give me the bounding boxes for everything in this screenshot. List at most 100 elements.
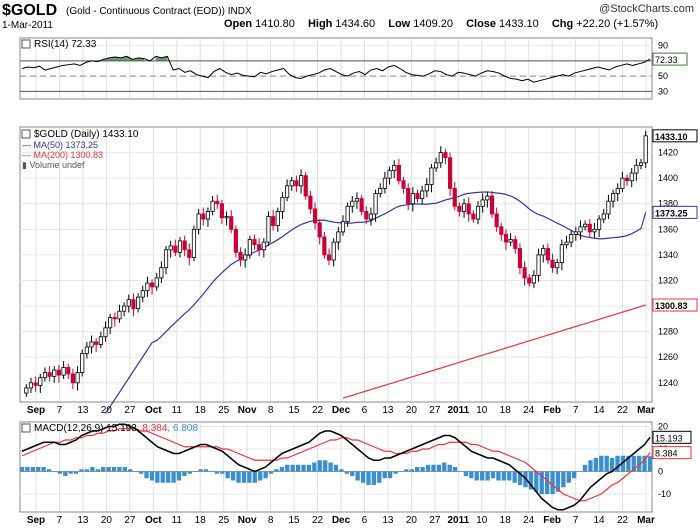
macd-histogram-bar	[46, 469, 52, 472]
price-y-tick-label: 1260	[658, 352, 678, 362]
x-tick-label: 7	[573, 405, 579, 416]
rsi-y-tick-label: 50	[658, 71, 668, 81]
candle-body	[191, 228, 197, 258]
candle-body	[70, 373, 75, 384]
price-y-tick-label: 1240	[658, 378, 678, 388]
candle-body	[545, 248, 550, 261]
macd-histogram-bar	[485, 471, 490, 481]
macd-histogram-bar	[236, 471, 241, 483]
macd-histogram-bar	[501, 471, 506, 481]
candle-body	[606, 200, 611, 215]
x-tick-label: 22	[312, 405, 324, 416]
high-value: 1434.60	[335, 18, 376, 30]
candle-body	[368, 213, 374, 220]
candle-body	[89, 341, 94, 348]
candle-body	[24, 387, 29, 394]
macd-histogram-bar	[52, 471, 57, 472]
price-y-tick-label: 1420	[658, 148, 678, 158]
candle-body	[420, 190, 425, 200]
candle-body	[298, 175, 304, 187]
macd-histogram-bar	[382, 471, 387, 479]
macd-histogram-value: 6.808	[173, 423, 198, 434]
candle-body	[303, 175, 308, 197]
candle-body	[126, 299, 131, 307]
candle-body	[61, 367, 66, 376]
candle-body	[122, 305, 127, 312]
x-tick-label: Mar	[637, 405, 655, 416]
price-close-badge	[652, 129, 698, 143]
x-tick-label: Feb	[543, 515, 561, 526]
x-tick-label: 22	[312, 515, 324, 526]
candle-body	[345, 205, 350, 223]
candle-body	[80, 352, 85, 373]
macd-histogram-bar	[63, 471, 68, 476]
macd-histogram-bar	[290, 464, 295, 472]
candle-body	[340, 221, 346, 233]
macd-histogram-bar	[566, 471, 571, 483]
rsi-panel-frame	[19, 37, 653, 100]
x-tick-label: 7	[57, 515, 63, 526]
x-tick-label: Sep	[27, 405, 45, 416]
low-value: 1409.20	[413, 18, 453, 30]
candle-body	[461, 203, 467, 212]
candle-body	[541, 248, 546, 256]
candle-body	[499, 226, 504, 235]
x-tick-label: 18	[500, 515, 512, 526]
x-tick-label: 22	[617, 515, 629, 526]
macd-histogram-bar	[539, 471, 544, 494]
x-tick-label: 15	[289, 405, 301, 416]
price-label-box	[21, 129, 31, 139]
x-tick-label: Mar	[637, 515, 655, 526]
macd-histogram-bar	[642, 455, 647, 472]
macd-signal-line	[21, 428, 651, 502]
macd-signal-value-badge-text: 8.384	[655, 449, 678, 459]
candle-body	[52, 369, 57, 377]
candle-body	[415, 193, 420, 200]
macd-signal-value: 8.384,	[142, 423, 173, 434]
candle-body	[280, 196, 285, 212]
candle-body	[154, 277, 159, 288]
candle-body	[373, 193, 378, 215]
macd-histogram-bar	[301, 464, 306, 472]
ma200-value-badge	[652, 298, 698, 312]
change-label: Chg	[551, 18, 574, 30]
macd-histogram-bar	[637, 455, 642, 472]
volume-label: ▮ Volume undef	[22, 160, 85, 170]
candle-body	[443, 152, 448, 159]
macd-y-tick-label: 20	[658, 422, 668, 432]
macd-histogram-bar	[631, 455, 636, 472]
x-tick-label: Oct	[145, 515, 162, 526]
candle-body	[466, 203, 471, 215]
macd-histogram-bar	[360, 471, 366, 483]
x-tick-label: 20	[101, 515, 113, 526]
macd-histogram-bar	[442, 462, 447, 472]
macd-histogram-bar	[225, 471, 230, 479]
ma200-label: — MA(200) 1300.83	[22, 150, 103, 160]
ma200-line	[342, 304, 646, 399]
macd-histogram-bar	[593, 458, 599, 472]
macd-histogram-bar	[496, 471, 501, 481]
candle-body	[517, 248, 523, 269]
macd-histogram-bar	[101, 467, 106, 472]
macd-histogram-bar	[209, 471, 214, 472]
candle-body	[410, 193, 415, 205]
macd-histogram-bar	[425, 464, 431, 472]
price-y-tick-label: 1320	[658, 275, 678, 285]
x-tick-label: 15	[289, 515, 301, 526]
candle-body	[424, 184, 429, 192]
rsi-line	[21, 55, 651, 83]
x-tick-label: Oct	[145, 405, 162, 416]
macd-histogram-bar	[333, 464, 339, 472]
candle-body	[317, 222, 322, 238]
low-label: Low	[388, 18, 411, 30]
price-panel-frame	[19, 126, 653, 403]
candle-body	[531, 274, 536, 284]
candle-body	[219, 203, 224, 219]
candle-body	[485, 195, 490, 201]
x-tick-label: 27	[429, 405, 441, 416]
macd-histogram-bar	[95, 469, 100, 472]
ohlc-summary: Open 1410.80 High 1434.60 Low 1409.20 Close…	[224, 18, 658, 30]
x-tick-label: 13	[77, 405, 89, 416]
candle-body	[112, 317, 117, 320]
candle-body	[583, 223, 588, 228]
